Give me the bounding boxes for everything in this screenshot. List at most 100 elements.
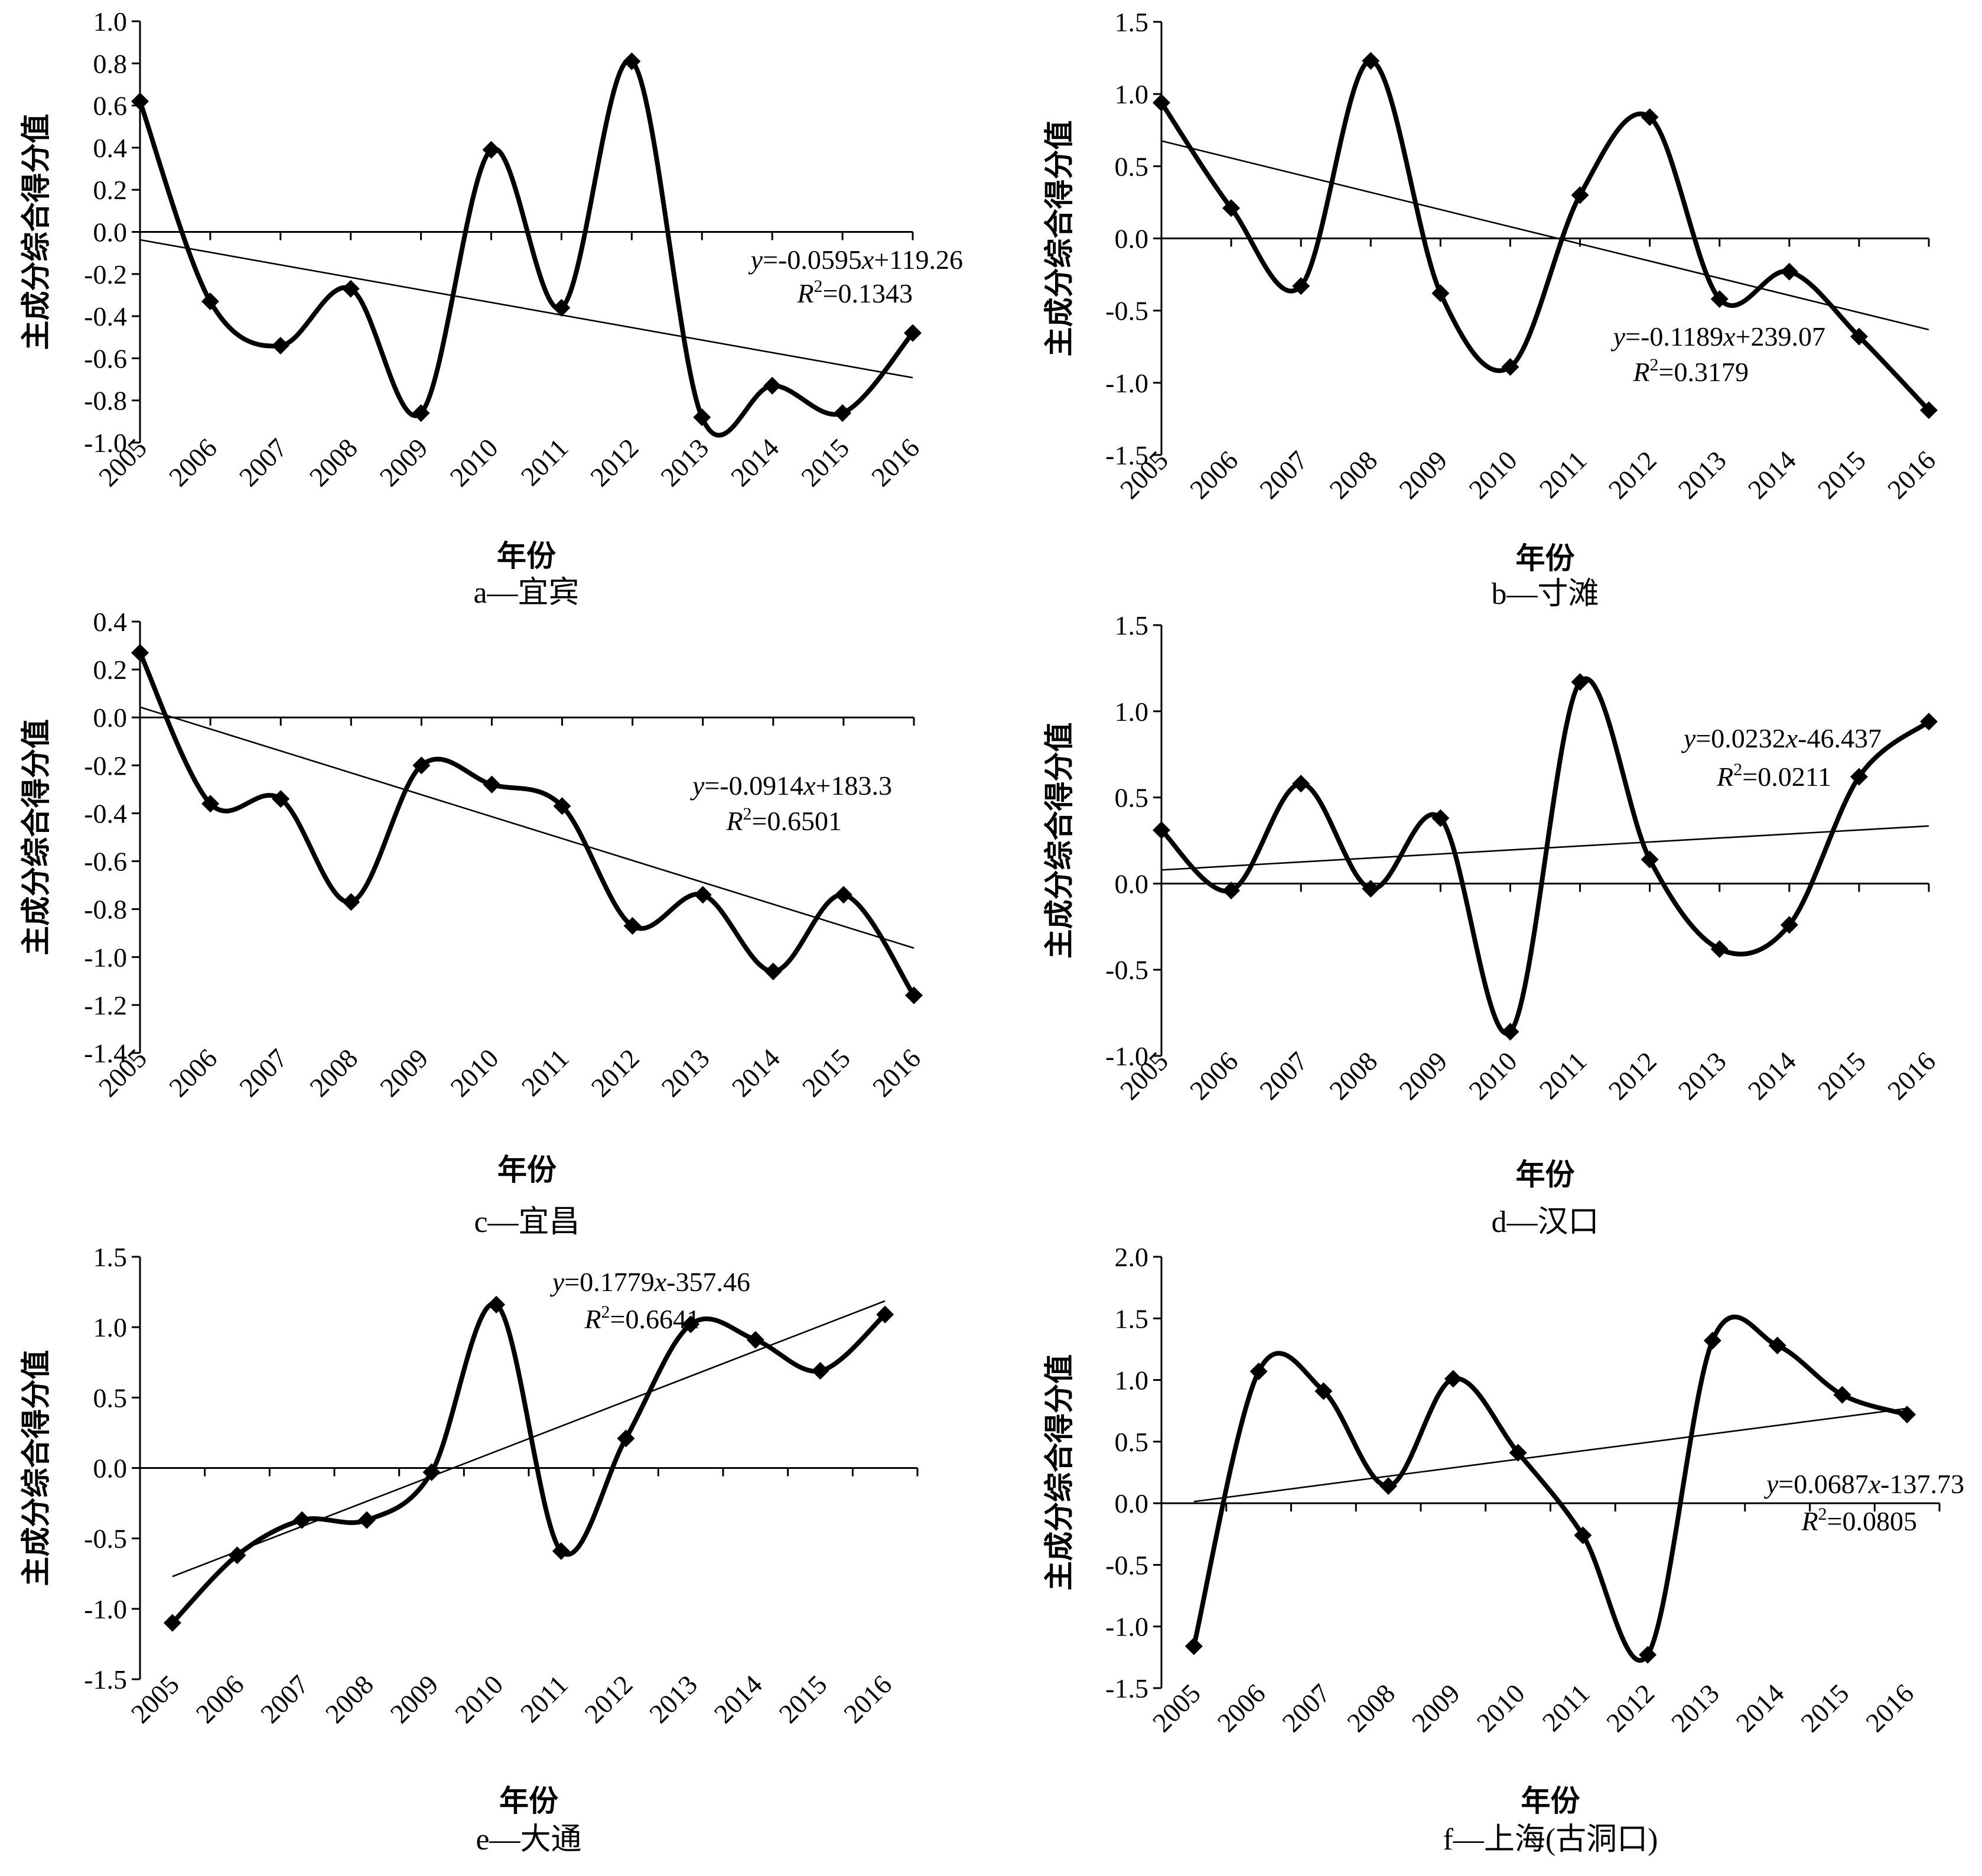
data-point	[1710, 940, 1729, 958]
x-tick-label: 2007	[233, 433, 293, 492]
x-tick-label: 2007	[1254, 445, 1313, 505]
y-axis-label: 主成分综合得分值	[19, 114, 53, 350]
y-tick-label: 0.0	[93, 1454, 128, 1484]
y-tick-label: 1.0	[93, 6, 128, 37]
y-tick-label: 0.5	[93, 1383, 128, 1413]
r-squared: R2=0.1343	[796, 277, 913, 308]
x-tick-label: 2013	[655, 433, 714, 492]
x-tick-label: 2016	[1860, 1678, 1919, 1738]
x-tick-label: 2014	[1730, 1678, 1790, 1738]
y-tick-label: -1.5	[84, 1664, 127, 1695]
x-tick-label: 2009	[1393, 1046, 1453, 1106]
y-tick-label: 0.4	[93, 607, 128, 637]
data-point	[1710, 290, 1729, 308]
y-tick-label: 0.6	[93, 91, 128, 121]
y-tick-label: -0.6	[84, 847, 127, 877]
r-squared: R2=0.0805	[1801, 1504, 1917, 1536]
y-tick-label: 1.0	[1115, 1365, 1149, 1396]
data-point	[834, 886, 852, 904]
x-tick-label: 2011	[515, 433, 574, 492]
data-point	[487, 1296, 506, 1314]
r-squared: R2=0.6641	[584, 1302, 700, 1334]
data-point	[1431, 809, 1450, 827]
y-tick-label: 0.5	[1115, 151, 1149, 181]
data-point	[1222, 199, 1241, 217]
regression-equation: y=0.1779x-357.46	[550, 1267, 750, 1297]
y-tick-label: -0.5	[1105, 1550, 1148, 1580]
data-point	[1292, 277, 1310, 295]
x-tick-label: 2010	[449, 1669, 509, 1729]
y-tick-label: 0.2	[93, 655, 128, 685]
trend-line	[139, 706, 914, 949]
panel-caption: e—大通	[476, 1823, 581, 1857]
x-tick-label: 2011	[1537, 1678, 1596, 1737]
x-tick-label: 2013	[643, 1669, 703, 1729]
y-tick-label: 0.5	[1115, 783, 1149, 813]
x-tick-label: 2010	[444, 1043, 504, 1103]
trend-line	[139, 239, 913, 379]
trend-line	[1161, 140, 1929, 331]
data-point	[1314, 1382, 1333, 1400]
r-squared: R2=0.0211	[1716, 760, 1831, 792]
x-tick-label: 2007	[1254, 1046, 1313, 1106]
trend-line	[172, 1300, 886, 1578]
y-tick-label: -1.0	[1105, 1041, 1148, 1071]
x-tick-label: 2015	[1812, 1046, 1872, 1106]
x-tick-label: 2009	[1393, 445, 1453, 505]
x-tick-label: 2015	[795, 433, 855, 492]
x-tick-label: 2014	[1742, 1046, 1802, 1106]
data-point	[1362, 51, 1380, 70]
y-tick-label: -1.0	[84, 1594, 127, 1624]
y-axis-label: 主成分综合得分值	[19, 1350, 53, 1586]
y-tick-label: -0.8	[84, 895, 127, 925]
data-point	[1184, 1637, 1203, 1656]
series-line	[1191, 1314, 1910, 1663]
x-tick-label: 2016	[838, 1669, 897, 1729]
data-point	[693, 408, 711, 427]
data-point	[746, 1331, 764, 1349]
x-tick-label: 2007	[255, 1669, 314, 1729]
data-point	[1501, 357, 1519, 376]
data-point	[1249, 1362, 1268, 1380]
x-tick-label: 2005	[1147, 1678, 1206, 1738]
x-axis-label: 年份	[497, 1153, 556, 1186]
y-tick-label: 0.4	[93, 133, 128, 163]
data-point	[1850, 327, 1868, 346]
y-axis-label: 主成分综合得分值	[19, 719, 53, 955]
data-point	[905, 986, 923, 1004]
x-axis-label: 年份	[1516, 1158, 1575, 1191]
x-tick-label: 2016	[865, 433, 925, 492]
x-tick-label: 2006	[1212, 1678, 1271, 1738]
data-point	[623, 917, 642, 935]
x-tick-label: 2013	[656, 1043, 715, 1103]
panel-caption: a—宜宾	[473, 576, 579, 610]
panel-caption: c—宜昌	[474, 1205, 580, 1239]
x-tick-label: 2009	[384, 1669, 444, 1729]
y-tick-label: -0.8	[84, 386, 127, 416]
regression-equation: y=-0.0914x+183.3	[690, 770, 892, 801]
y-axis-label: 主成分综合得分值	[1043, 723, 1076, 959]
data-point	[131, 92, 149, 110]
x-tick-label: 2005	[125, 1669, 185, 1729]
x-tick-label: 2007	[233, 1043, 293, 1103]
data-point	[271, 337, 289, 355]
x-tick-label: 2010	[1471, 1678, 1531, 1738]
data-point	[163, 1614, 181, 1632]
x-tick-label: 2016	[867, 1043, 926, 1103]
x-tick-label: 2006	[1184, 1046, 1244, 1106]
y-tick-label: -1.0	[1105, 368, 1148, 398]
y-tick-label: 0.0	[93, 217, 128, 248]
x-tick-label: 2011	[516, 1043, 575, 1102]
x-tick-label: 2015	[773, 1669, 832, 1729]
y-tick-label: 2.0	[1115, 1242, 1149, 1272]
data-point	[1850, 768, 1868, 786]
x-tick-label: 2006	[1184, 445, 1244, 505]
data-point	[694, 886, 712, 904]
x-tick-label: 2009	[374, 433, 434, 492]
x-axis-label: 年份	[497, 539, 556, 573]
data-point	[1703, 1331, 1721, 1350]
y-axis-label: 主成分综合得分值	[1043, 1354, 1076, 1591]
data-point	[834, 404, 852, 422]
